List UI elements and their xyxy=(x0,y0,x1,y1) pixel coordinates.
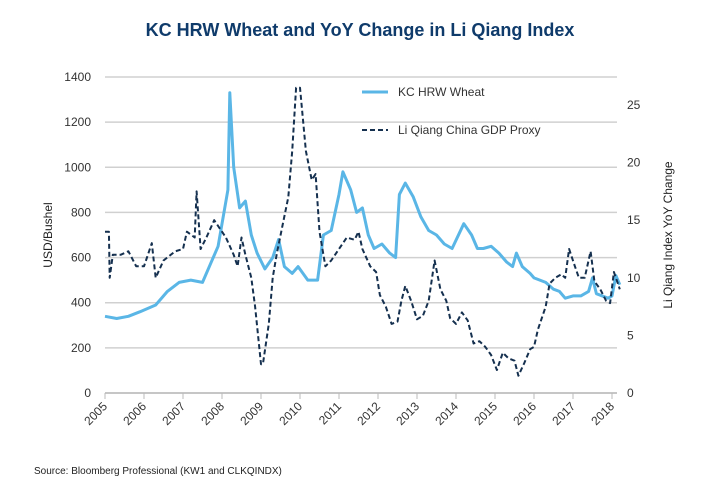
y-tick-label: 600 xyxy=(71,251,91,265)
y-tick-label: 1000 xyxy=(64,160,91,174)
x-tick-label: 2016 xyxy=(510,399,539,428)
x-tick-label: 2010 xyxy=(276,399,305,428)
x-tick-label: 2005 xyxy=(81,399,110,428)
x-tick-label: 2015 xyxy=(471,399,500,428)
series-line-china-proxy xyxy=(105,86,621,377)
x-tick-label: 2018 xyxy=(588,399,617,428)
x-tick-label: 2011 xyxy=(316,399,344,427)
legend-label: KC HRW Wheat xyxy=(398,85,485,99)
y-axis-label: USD/Bushel xyxy=(41,202,55,267)
series-line-wheat xyxy=(104,91,622,320)
x-tick-label: 2007 xyxy=(159,399,188,428)
y2-tick-label: 20 xyxy=(627,156,641,170)
y-tick-label: 400 xyxy=(71,296,91,310)
y2-tick-label: 0 xyxy=(627,386,634,400)
y2-tick-label: 5 xyxy=(627,328,634,342)
y2-tick-label: 25 xyxy=(627,98,641,112)
chart-title: KC HRW Wheat and YoY Change in Li Qiang … xyxy=(145,20,575,40)
y-tick-label: 0 xyxy=(84,386,91,400)
legend-label: Li Qiang China GDP Proxy xyxy=(398,123,541,137)
x-tick-label: 2014 xyxy=(432,399,461,428)
source-note: Source: Bloomberg Professional (KW1 and … xyxy=(34,466,282,477)
x-tick-label: 2009 xyxy=(237,399,266,428)
y-tick-label: 1400 xyxy=(64,70,91,84)
y-tick-label: 1200 xyxy=(64,115,91,129)
x-tick-label: 2012 xyxy=(354,399,383,428)
x-tick-label: 2008 xyxy=(198,399,227,428)
y2-axis-label: Li Qiang Index YoY Change xyxy=(661,161,675,309)
y2-tick-label: 15 xyxy=(627,213,641,227)
x-tick-label: 2006 xyxy=(120,399,149,428)
y-tick-label: 800 xyxy=(71,205,91,219)
x-tick-label: 2013 xyxy=(393,399,422,428)
y-tick-label: 200 xyxy=(71,341,91,355)
x-tick-label: 2017 xyxy=(549,399,578,428)
y2-tick-label: 10 xyxy=(627,271,641,285)
